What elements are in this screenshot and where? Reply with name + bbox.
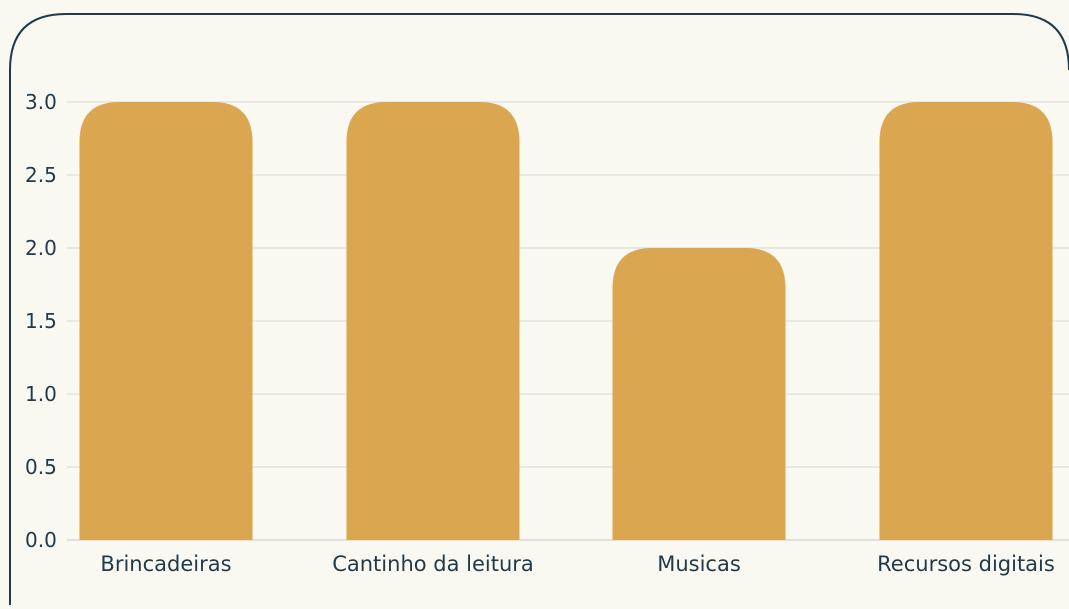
bars [79,102,1053,540]
x-tick-label: Brincadeiras [100,552,231,576]
x-tick-label: Cantinho da leitura [332,552,534,576]
y-tick-label: 0.5 [25,455,57,479]
bar-musicas [612,248,786,540]
x-tick-label: Musicas [657,552,741,576]
x-axis-ticks: Brincadeiras Cantinho da leitura Musicas Re… [100,552,1054,576]
y-tick-label: 2.5 [25,163,57,187]
x-tick-label: Recursos digitais [877,552,1055,576]
chart-frame-border [9,13,1069,605]
y-tick-label: 2.0 [25,236,57,260]
y-tick-label: 0.0 [25,528,57,552]
y-tick-label: 1.5 [25,309,57,333]
bar-brincadeiras [79,102,253,540]
y-tick-label: 1.0 [25,382,57,406]
bar-recursos-digitais [879,102,1053,540]
y-axis-ticks: 0.0 0.5 1.0 1.5 2.0 2.5 3.0 [25,90,57,552]
bar-cantinho-da-leitura [346,102,520,540]
y-tick-label: 3.0 [25,90,57,114]
